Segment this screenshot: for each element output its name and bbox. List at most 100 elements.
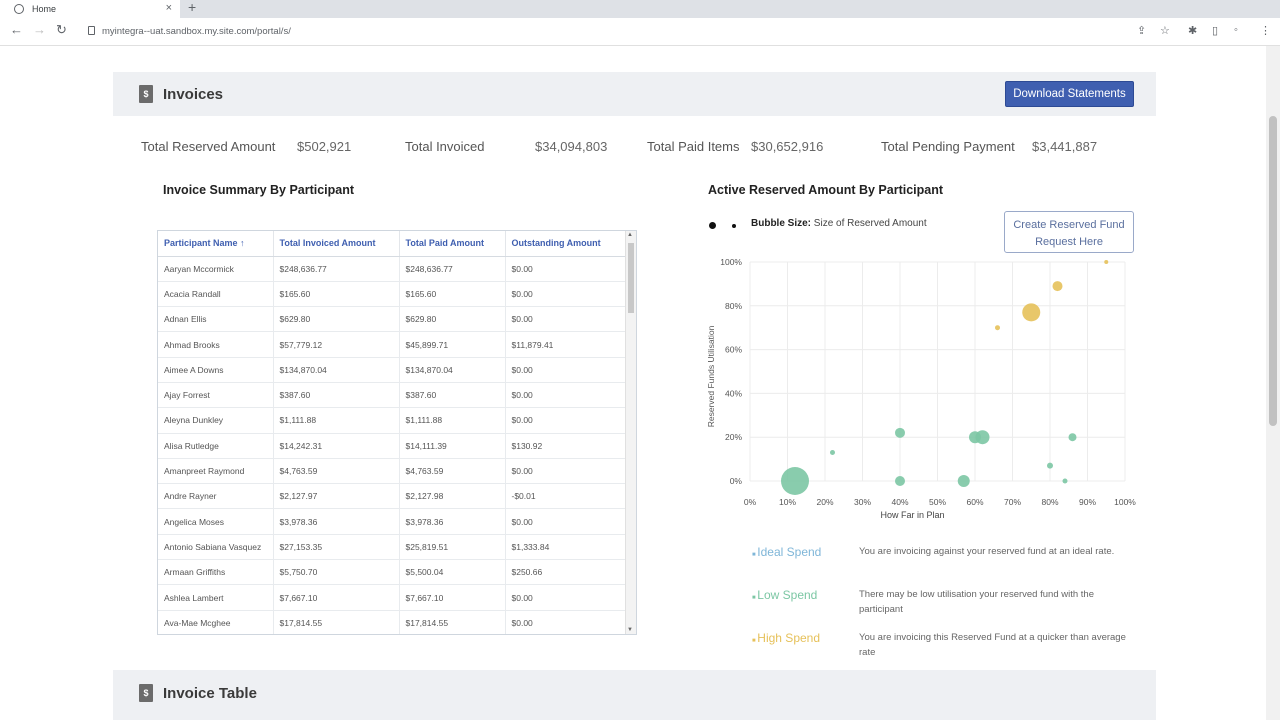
back-icon[interactable]: ←	[10, 22, 23, 37]
page-scroll-thumb[interactable]	[1269, 116, 1277, 426]
page-scrollbar[interactable]	[1266, 46, 1280, 720]
cell-total-invoiced: $165.60	[273, 281, 400, 308]
cell-outstanding: $0.00	[505, 306, 627, 333]
browser-tab[interactable]: Home ×	[0, 0, 180, 18]
x-tick-label: 30%	[854, 497, 871, 507]
summary-table: Participant Name ↑ Total Invoiced Amount…	[157, 230, 637, 635]
share-icon[interactable]: ⇪	[1137, 25, 1147, 37]
cell-participant-name: Ahmad Brooks	[158, 331, 274, 358]
summary-title: Invoice Summary By Participant	[163, 183, 355, 197]
bubble-point	[1052, 281, 1063, 292]
bubble-small-icon	[732, 224, 736, 228]
table-row[interactable]: Adnan Ellis $629.80 $629.80 $0.00	[158, 306, 627, 333]
cell-total-invoiced: $14,242.31	[273, 433, 400, 459]
table-row[interactable]: Armaan Griffiths $5,750.70 $5,500.04 $250.6…	[158, 559, 627, 586]
table-row[interactable]: Aaryan Mccormick $248,636.77 $248,636.77 $0…	[158, 256, 627, 282]
key-description: You are invoicing this Reserved Fund at …	[859, 632, 1126, 658]
cell-outstanding: $11,879.41	[505, 331, 627, 358]
bubble-point	[895, 476, 905, 486]
cell-outstanding: $0.00	[505, 508, 627, 535]
key-high-spend: ■ High Spend	[752, 631, 820, 645]
table-row[interactable]: Ahmad Brooks $57,779.12 $45,899.71 $11,879.…	[158, 331, 627, 358]
menu-icon[interactable]: ⋮	[1260, 25, 1271, 37]
create-reserved-fund-button[interactable]: Create Reserved Fund Request Here	[1004, 211, 1134, 253]
total-pending-value: $3,441,887	[1032, 139, 1098, 154]
bubble-large-icon	[709, 222, 716, 229]
cell-total-paid: $14,111.39	[399, 433, 506, 459]
table-row[interactable]: Acacia Randall $165.60 $165.60 $0.00	[158, 281, 627, 308]
forward-icon[interactable]: →	[33, 22, 46, 37]
x-tick-label: 40%	[891, 497, 908, 507]
table-row[interactable]: Aimee A Downs $134,870.04 $134,870.04 $0.00	[158, 357, 627, 383]
col-total-invoiced[interactable]: Total Invoiced Amount	[273, 231, 400, 257]
url-field[interactable]: myintegra--uat.sandbox.my.site.com/porta…	[102, 26, 291, 37]
table-scroll-thumb[interactable]	[628, 243, 634, 313]
cell-outstanding: -$0.01	[505, 483, 627, 510]
invoice-table-doc-icon: $	[139, 684, 153, 702]
extensions-icon[interactable]: ✱	[1188, 25, 1198, 37]
x-tick-label: 60%	[966, 497, 983, 507]
cell-outstanding: $0.00	[505, 610, 627, 634]
bubble-point	[1022, 303, 1041, 322]
bubble-point	[781, 467, 809, 495]
bubble-point	[895, 427, 905, 438]
x-tick-label: 80%	[1041, 497, 1058, 507]
x-tick-label: 0%	[744, 497, 757, 507]
cell-total-paid: $45,899.71	[399, 331, 506, 358]
col-participant-name[interactable]: Participant Name ↑	[158, 231, 274, 257]
table-row[interactable]: Andre Rayner $2,127.97 $2,127.98 -$0.01	[158, 483, 627, 510]
cell-participant-name: Amanpreet Raymond	[158, 458, 274, 485]
cell-total-paid: $2,127.98	[399, 483, 506, 510]
table-row[interactable]: Antonio Sabiana Vasquez $27,153.35 $25,819…	[158, 534, 627, 561]
cell-participant-name: Aaryan Mccormick	[158, 256, 274, 282]
download-statements-button[interactable]: Download Statements	[1005, 81, 1134, 107]
cell-outstanding: $1,333.84	[505, 534, 627, 561]
table-row[interactable]: Amanpreet Raymond $4,763.59 $4,763.59 $0.00	[158, 458, 627, 485]
cell-total-paid: $5,500.04	[399, 559, 506, 586]
table-header-row: Participant Name ↑ Total Invoiced Amount…	[158, 231, 627, 257]
table-row[interactable]: Ajay Forrest $387.60 $387.60 $0.00	[158, 382, 627, 409]
page-title: Invoices	[163, 86, 224, 103]
cell-participant-name: Ajay Forrest	[158, 382, 274, 409]
key-label: Ideal Spend	[757, 545, 822, 559]
table-row[interactable]: Aleyna Dunkley $1,111.88 $1,111.88 $0.00	[158, 407, 627, 434]
table-row[interactable]: Alisa Rutledge $14,242.31 $14,111.39 $130.9…	[158, 433, 627, 459]
tab-title: Home	[32, 4, 57, 14]
col-total-paid[interactable]: Total Paid Amount	[399, 231, 506, 257]
cell-outstanding: $0.00	[505, 584, 627, 611]
bubble-size-note: Bubble Size: Size of Reserved Amount	[751, 218, 927, 229]
bookmark-star-icon[interactable]: ☆	[1160, 25, 1170, 37]
cell-participant-name: Ava-Mae Mcghee	[158, 610, 274, 634]
globe-icon	[14, 4, 24, 14]
x-tick-label: 100%	[1114, 497, 1136, 507]
table-row[interactable]: Ava-Mae Mcghee $17,814.55 $17,814.55 $0.00	[158, 610, 627, 634]
bubble-point	[975, 430, 990, 445]
total-invoiced-label: Total Invoiced	[405, 139, 485, 154]
cell-total-invoiced: $1,111.88	[273, 407, 400, 434]
cell-outstanding: $0.00	[505, 407, 627, 434]
table-row[interactable]: Angelica Moses $3,978.36 $3,978.36 $0.00	[158, 508, 627, 535]
cell-total-invoiced: $17,814.55	[273, 610, 400, 634]
x-tick-label: 50%	[929, 497, 946, 507]
sidepanel-icon[interactable]: ▯	[1212, 25, 1219, 37]
new-tab-button[interactable]: +	[188, 0, 197, 15]
close-icon[interactable]: ×	[165, 2, 172, 14]
table-scrollbar[interactable]: ▲ ▼	[625, 231, 636, 634]
scroll-down-icon[interactable]: ▼	[627, 627, 633, 633]
reload-icon[interactable]: ↻	[56, 22, 67, 37]
y-tick-label: 80%	[725, 301, 742, 311]
table-row[interactable]: Ashlea Lambert $7,667.10 $7,667.10 $0.00	[158, 584, 627, 611]
col-outstanding[interactable]: Outstanding Amount	[505, 231, 627, 257]
profile-icon[interactable]: ◦	[1234, 24, 1238, 36]
key-ideal-spend: ■ Ideal Spend	[752, 545, 821, 559]
bubble-point	[1104, 260, 1109, 264]
cell-total-paid: $165.60	[399, 281, 506, 308]
y-tick-label: 0%	[730, 476, 743, 486]
invoice-table-header: $ Invoice Table	[113, 670, 1156, 720]
cell-total-invoiced: $248,636.77	[273, 256, 400, 282]
cell-total-invoiced: $629.80	[273, 306, 400, 333]
cell-participant-name: Armaan Griffiths	[158, 559, 274, 586]
total-invoiced-value: $34,094,803	[535, 139, 608, 154]
x-tick-label: 70%	[1004, 497, 1021, 507]
scroll-up-icon[interactable]: ▲	[627, 232, 633, 238]
